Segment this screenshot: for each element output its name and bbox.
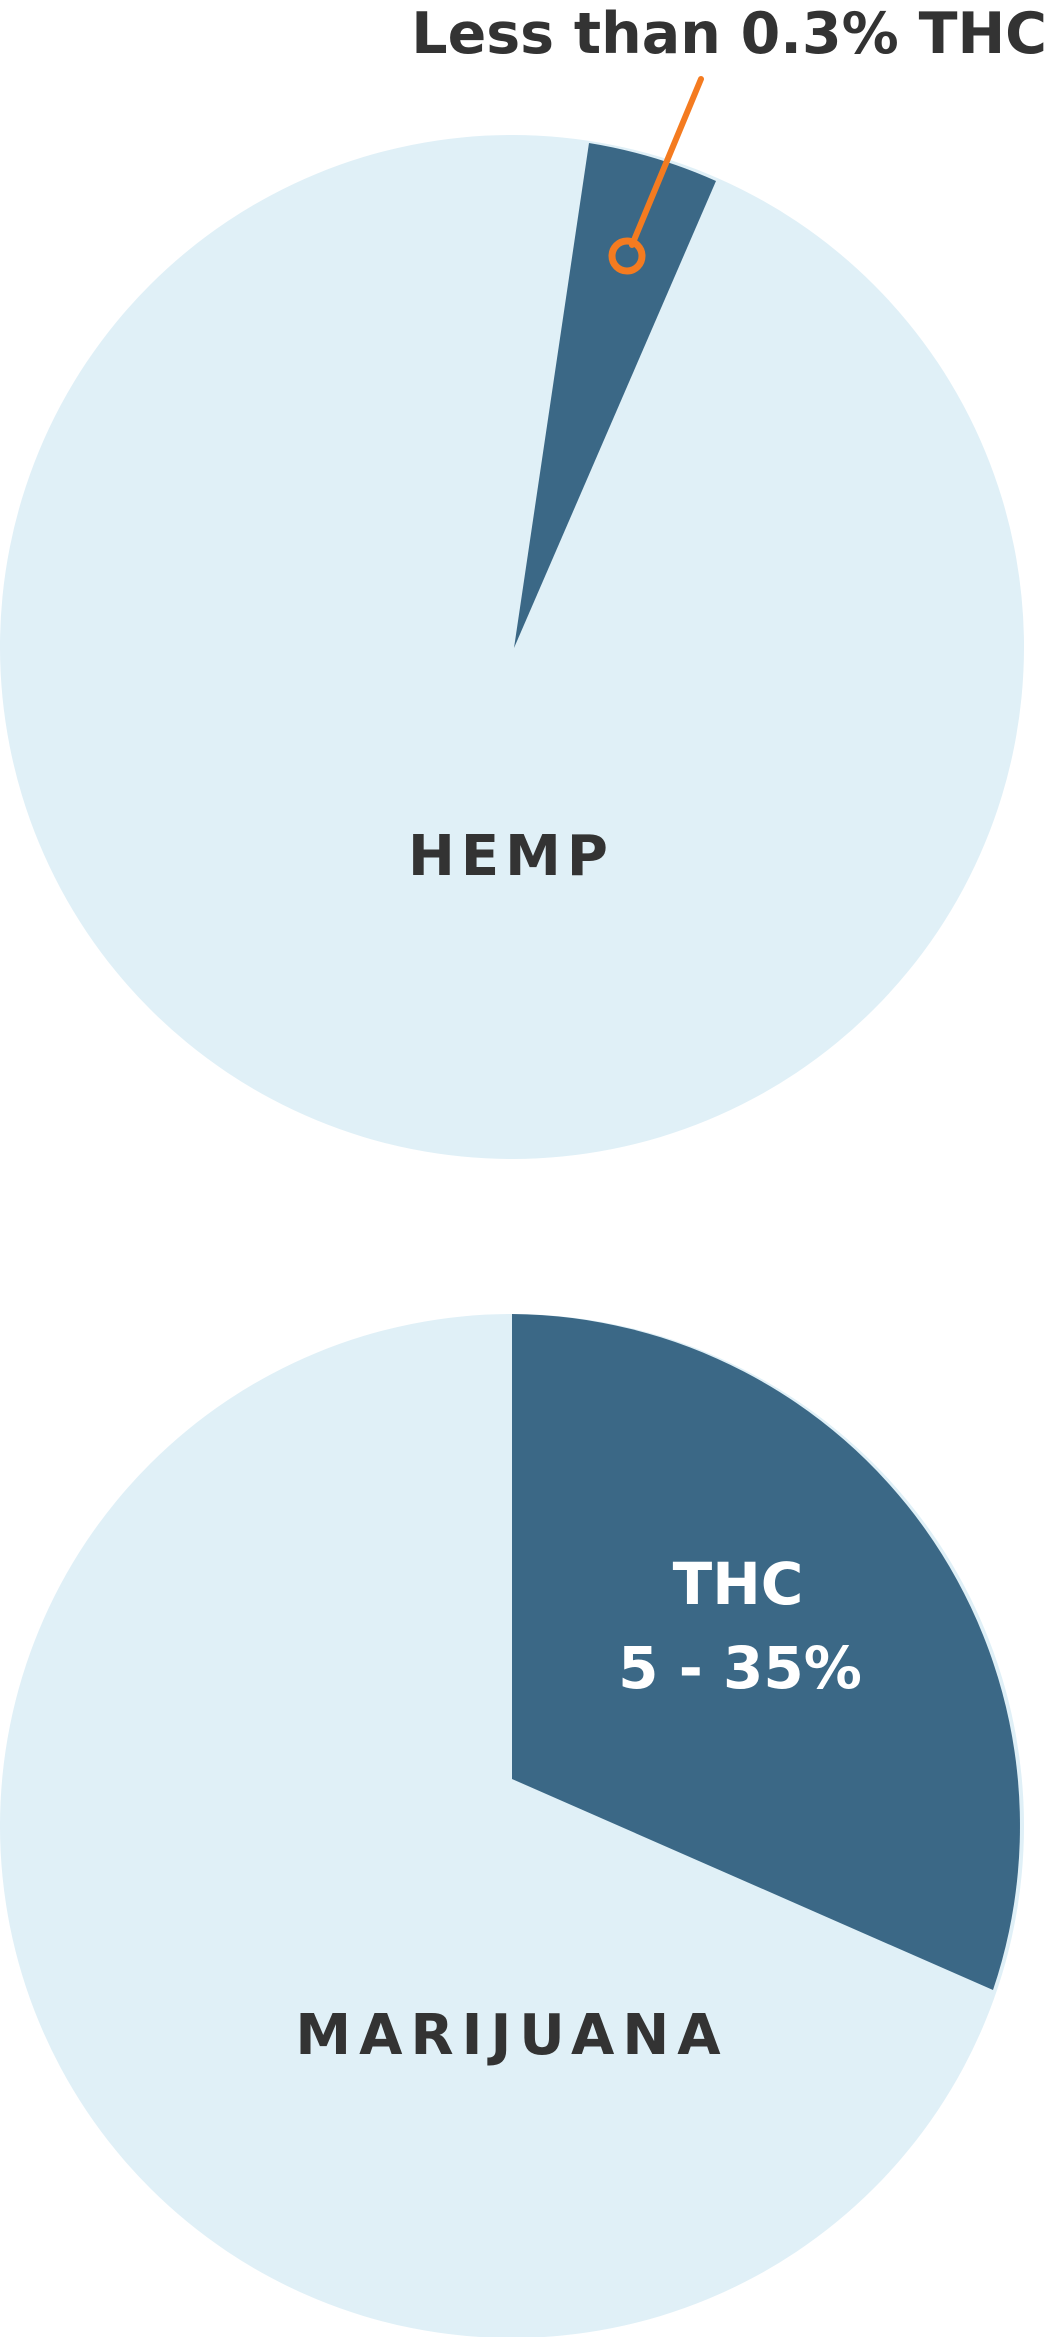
marijuana-pie: THC 5 - 35% MARIJUANA — [0, 1314, 1024, 2337]
hemp-thc-slice — [514, 143, 716, 648]
marijuana-thc-slice — [512, 1314, 1020, 1990]
hemp-callout-marker — [608, 237, 646, 275]
marijuana-thc-range: 5 - 35% — [618, 1634, 862, 1702]
hemp-callout-label: Less than 0.3% THC — [411, 1, 1047, 67]
marijuana-thc-label: THC — [673, 1550, 804, 1618]
hemp-callout-line — [629, 76, 704, 248]
hemp-pie: Less than 0.3% THC HEMP — [0, 1, 1047, 1159]
hemp-pie-label: HEMP — [408, 824, 614, 889]
hemp-pie-base-slice — [0, 135, 1024, 1159]
marijuana-pie-label: MARIJUANA — [295, 2003, 728, 2068]
